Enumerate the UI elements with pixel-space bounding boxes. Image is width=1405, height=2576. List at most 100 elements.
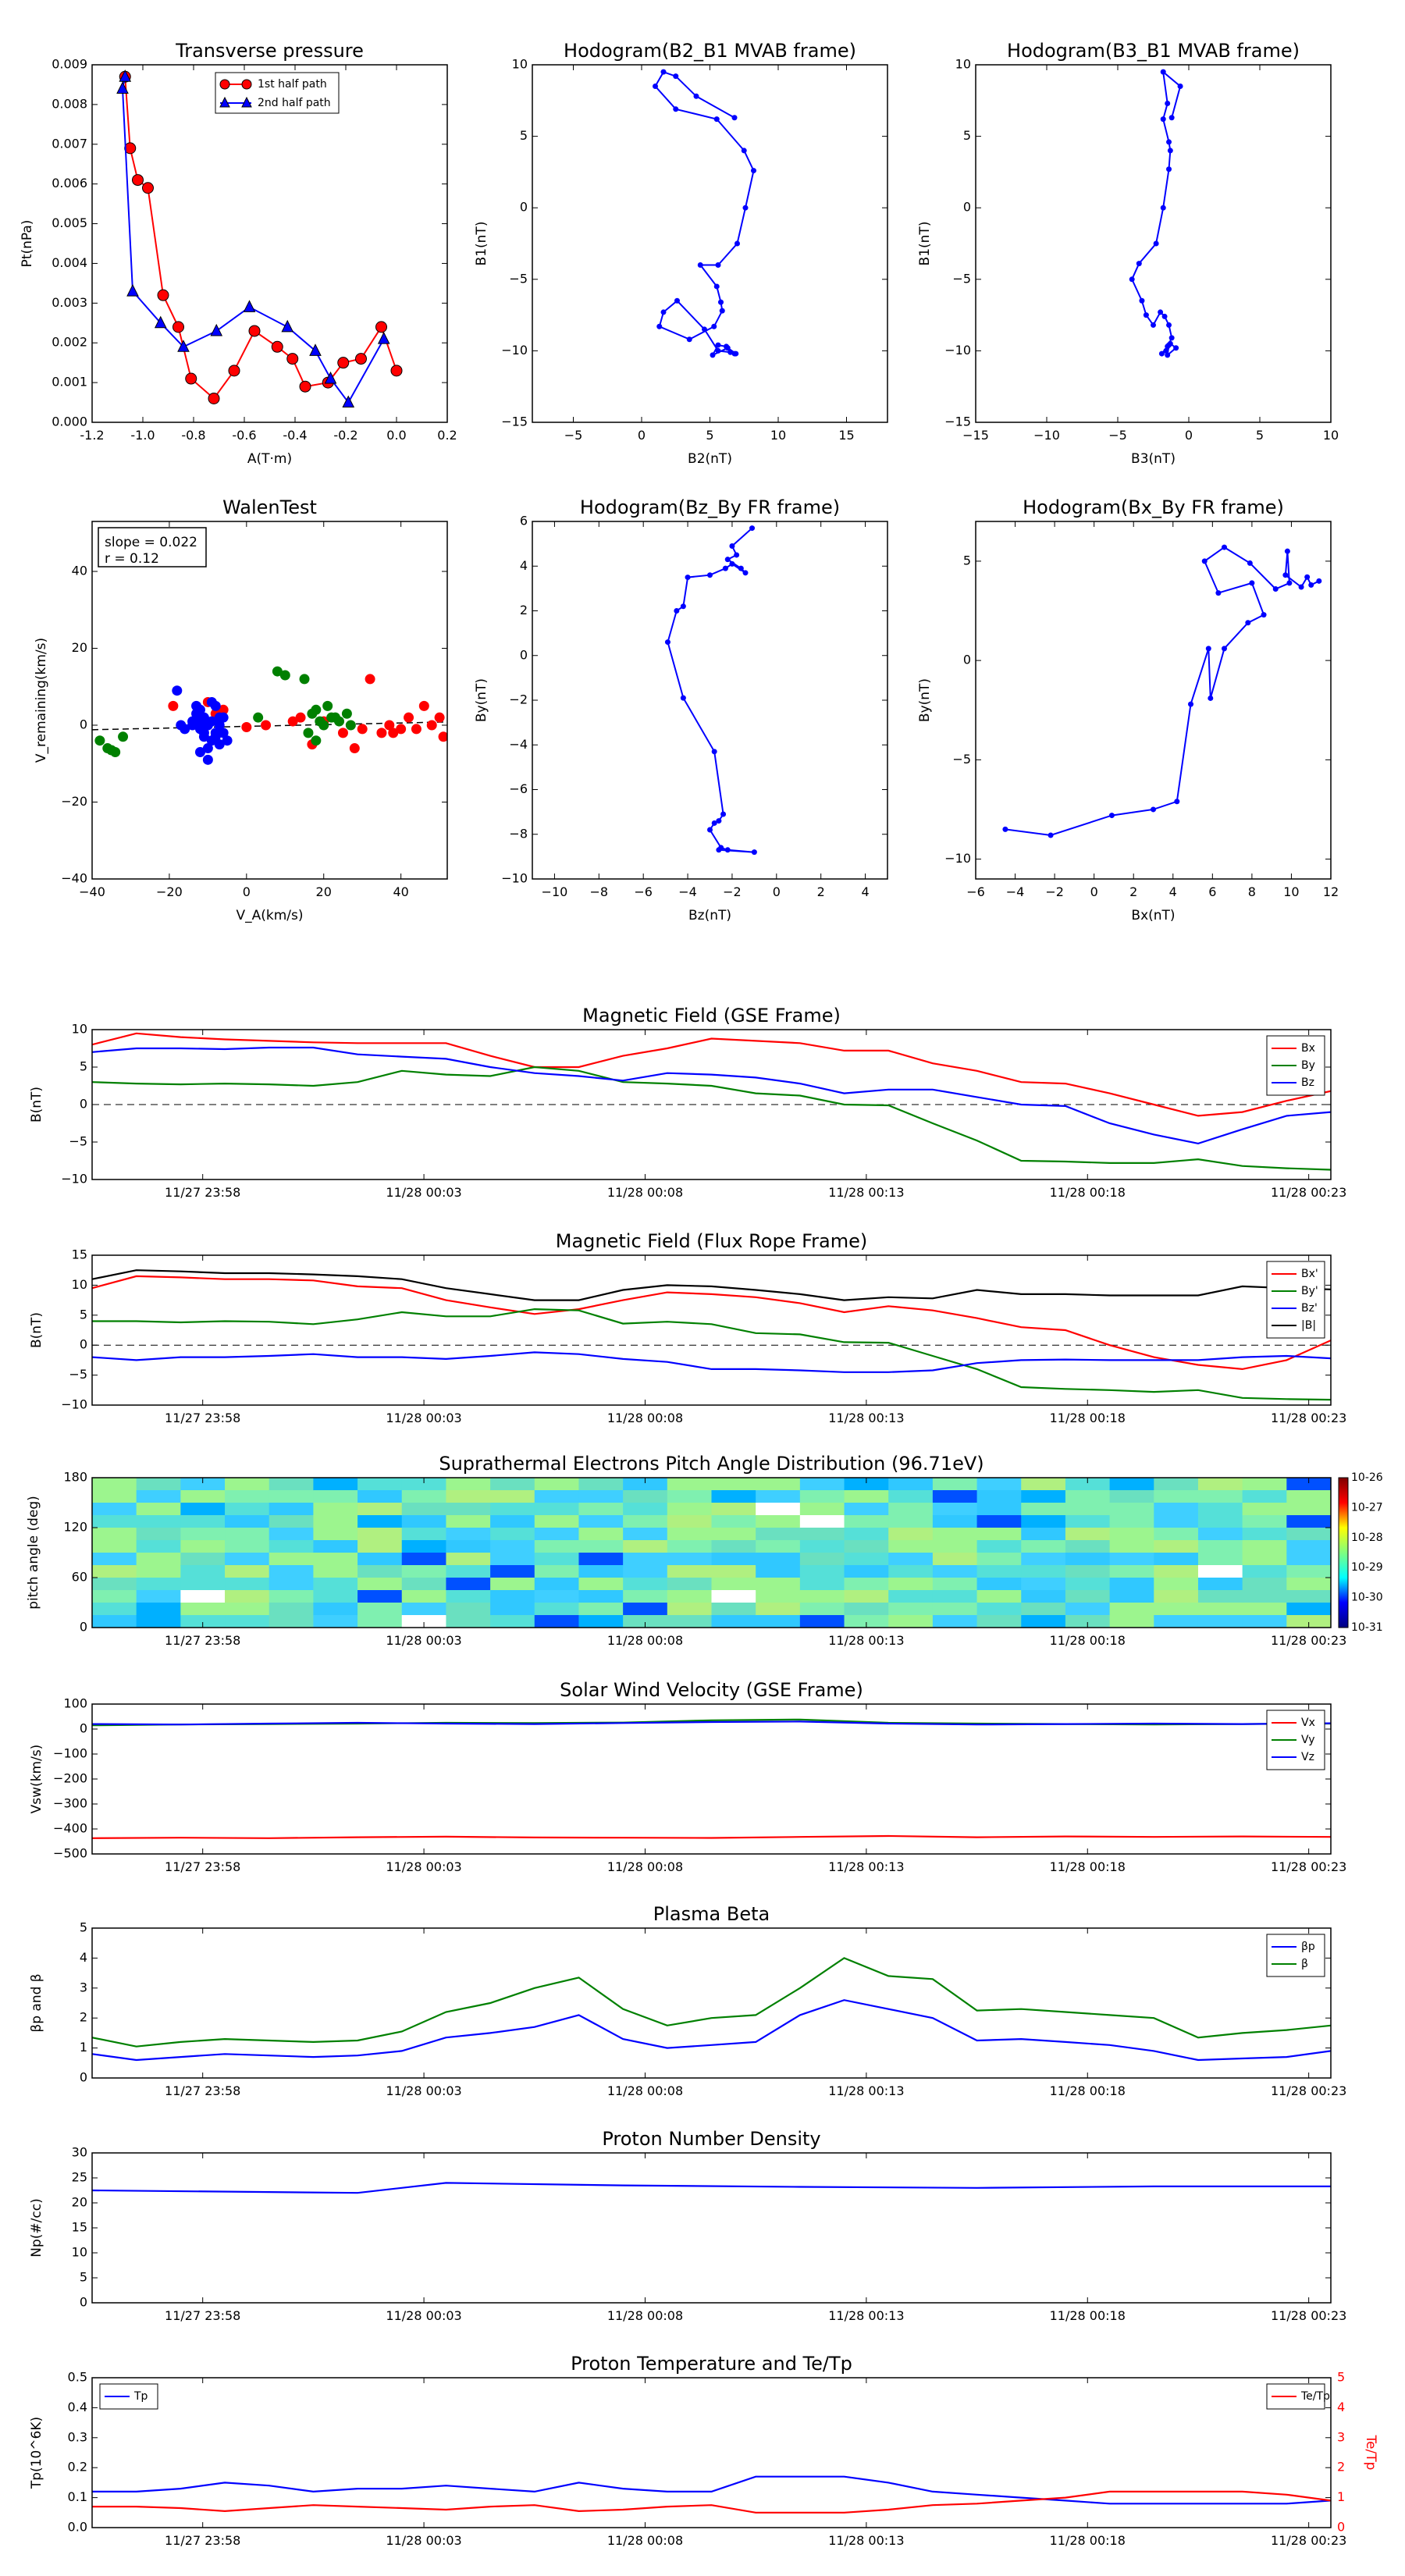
scatter-point (357, 724, 368, 735)
data-point (1308, 582, 1314, 588)
y-tick-label: −100 (53, 1746, 87, 1761)
data-point (173, 321, 184, 333)
heatmap-cell (490, 1615, 535, 1628)
legend-label: Vx (1301, 1717, 1315, 1729)
y-tick-label: −5 (69, 1134, 87, 1149)
data-point (1215, 590, 1222, 596)
heatmap-cell (357, 1590, 403, 1603)
data-point (710, 352, 716, 358)
heatmap-cell (269, 1490, 314, 1503)
heatmap-cell (1109, 1590, 1154, 1603)
x-tick-label: 5 (1256, 428, 1264, 443)
series-line-|B| (92, 1269, 1331, 1301)
heatmap-cell (844, 1503, 889, 1516)
heatmap-cell (313, 1478, 358, 1491)
data-point (715, 342, 721, 348)
x-tick-label: 10 (1323, 428, 1339, 443)
x-tick-label: 11/28 00:23 (1271, 2533, 1346, 2548)
heatmap-cell (401, 1590, 446, 1603)
heatmap-cell (1065, 1553, 1111, 1566)
x-tick-label: −2 (723, 884, 742, 899)
colorbar-tick-label: 10-27 (1351, 1501, 1383, 1514)
chart-hodo4: Hodogram(Bx_By FR frame) −10 −5 0 5 −6 −4 −2 0 2 4… (917, 496, 1339, 923)
heatmap-cell (756, 1490, 801, 1503)
data-point (1222, 646, 1227, 652)
data-point (1161, 313, 1168, 319)
heatmap-cell (401, 1490, 446, 1503)
x-tick-label: −5 (564, 428, 583, 443)
heatmap-cell (623, 1590, 668, 1603)
heatmap-cell (136, 1540, 181, 1553)
y-tick-label: −10 (61, 1172, 87, 1187)
heatmap-cell (976, 1578, 1022, 1591)
heatmap-cell (225, 1540, 270, 1553)
heatmap-cell (269, 1590, 314, 1603)
x-tick-label: −40 (79, 884, 105, 899)
x-tick-label: 11/27 23:58 (165, 1633, 240, 1648)
heatmap-cell (534, 1603, 579, 1616)
data-point (711, 323, 717, 329)
heatmap-cell (1242, 1540, 1287, 1553)
heatmap-cell (1286, 1478, 1331, 1491)
heatmap-cell (844, 1540, 889, 1553)
heatmap-cell (1286, 1590, 1331, 1603)
heatmap-cell (1286, 1603, 1331, 1616)
series-line-Vz (92, 1720, 1331, 1726)
heatmap-cell (313, 1490, 358, 1503)
heatmap-cell (756, 1503, 801, 1516)
heatmap-cell (1154, 1603, 1199, 1616)
heatmap-cell (667, 1515, 712, 1528)
y-axis-label: V_remaining(km/s) (34, 638, 49, 763)
heatmap-cell (578, 1478, 624, 1491)
data-point (715, 347, 721, 354)
data-point (686, 336, 692, 343)
scatter-point (388, 728, 399, 738)
scatter-point (337, 728, 348, 738)
heatmap-cell (799, 1503, 845, 1516)
data-point (660, 309, 667, 315)
heatmap-cell (1242, 1478, 1287, 1491)
y-tick-label: −300 (53, 1796, 87, 1811)
heatmap-cell (401, 1565, 446, 1578)
scatter-point (214, 720, 225, 731)
data-point (1151, 806, 1156, 813)
y-tick-label: 0.4 (68, 2400, 87, 2414)
heatmap-cell (799, 1540, 845, 1553)
data-point (724, 557, 731, 563)
heatmap-cell (888, 1578, 934, 1591)
data-point (711, 749, 717, 755)
heatmap-cell (623, 1528, 668, 1541)
heatmap-cell (490, 1578, 535, 1591)
heatmap-cell (1286, 1503, 1331, 1516)
colorbar-tick-label: 10-26 (1351, 1471, 1383, 1484)
heatmap-cell (932, 1553, 978, 1566)
heatmap-cell (667, 1603, 712, 1616)
x-tick-label: 4 (861, 884, 869, 899)
scatter-point (426, 720, 437, 731)
y-tick-label: 0.3 (68, 2429, 87, 2444)
heatmap-cell (401, 1515, 446, 1528)
heatmap-cell (1286, 1553, 1331, 1566)
scatter-point (330, 712, 341, 723)
heatmap-cell (799, 1578, 845, 1591)
heatmap-cell (490, 1553, 535, 1566)
heatmap-cell (136, 1590, 181, 1603)
heatmap-cell (844, 1565, 889, 1578)
y-axis-label: Vsw(km/s) (29, 1745, 44, 1814)
heatmap-cell (932, 1603, 978, 1616)
legend-label: Bx' (1301, 1268, 1318, 1280)
heatmap-cell (1242, 1578, 1287, 1591)
heatmap-cell (799, 1590, 845, 1603)
heatmap-cell (756, 1540, 801, 1553)
scatter-point (396, 724, 407, 735)
heatmap-cell (1242, 1565, 1287, 1578)
data-point (337, 357, 350, 369)
heatmap-cell (1197, 1478, 1243, 1491)
heatmap-cell (976, 1615, 1022, 1628)
x-tick-label: 2 (817, 884, 825, 899)
axes-frame (975, 521, 1332, 880)
heatmap-cell (180, 1553, 226, 1566)
scatter-point (349, 743, 360, 754)
x-tick-label: 20 (316, 884, 332, 899)
heatmap-cell (490, 1515, 535, 1528)
